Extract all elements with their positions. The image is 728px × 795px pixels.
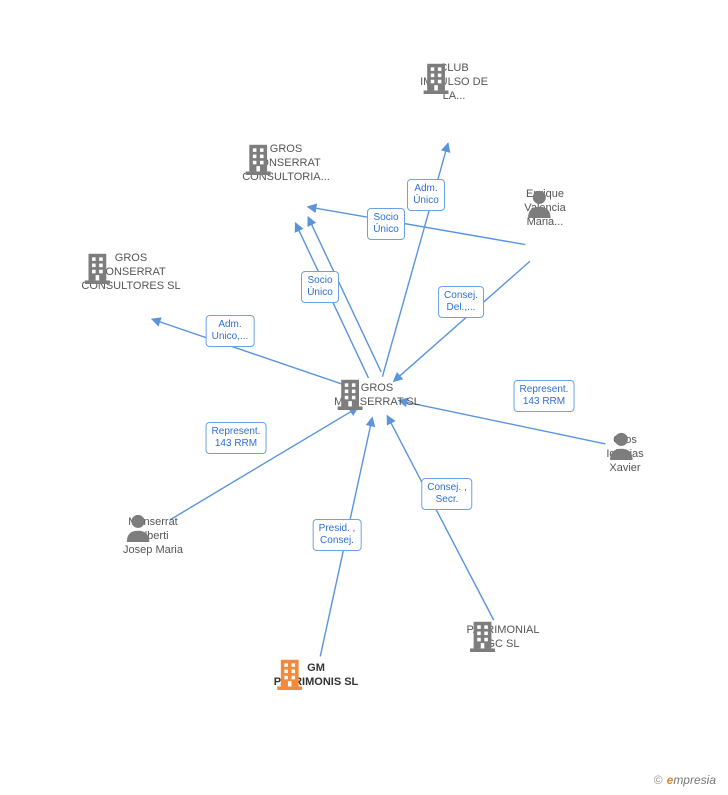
- node-monserrat_alberti[interactable]: Monserrat Alberti Josep Maria: [123, 512, 183, 557]
- edge-label: Represent. 143 RRM: [514, 380, 575, 412]
- edge: [152, 319, 358, 389]
- edge: [387, 416, 494, 621]
- node-gm_patrimonis[interactable]: GM PATRIMONIS SL: [274, 658, 359, 690]
- building-icon: [467, 620, 499, 652]
- copyright-symbol: ©: [654, 773, 663, 787]
- edge-label: Presid. , Consej.: [313, 519, 362, 551]
- node-club[interactable]: CLUB IMPULSO DE LA...: [420, 62, 488, 107]
- edge-label: Consej. Del.,...: [438, 286, 484, 318]
- person-icon: [524, 188, 554, 218]
- building-icon: [274, 658, 306, 690]
- edge-label: Socio Único: [301, 271, 339, 303]
- branding-footer: © empresia: [654, 773, 716, 787]
- building-icon: [242, 143, 274, 175]
- node-consultoria[interactable]: GROS MONSERRAT CONSULTORIA...: [242, 143, 330, 188]
- edge: [394, 261, 530, 381]
- building-icon: [81, 252, 113, 284]
- building-icon: [334, 378, 366, 410]
- node-enrique[interactable]: Enrique Valencia Maria...: [524, 188, 565, 233]
- person-icon: [123, 512, 153, 542]
- node-consultores[interactable]: GROS MONSERRAT CONSULTORES SL: [81, 252, 180, 297]
- edge-label: Consej. , Secr.: [421, 478, 472, 510]
- building-icon: [420, 62, 452, 94]
- node-patrimonial_gc[interactable]: PATRIMONIAL GC SL: [467, 620, 540, 652]
- network-diagram: CLUB IMPULSO DE LA... GROS MONSERRAT CON…: [0, 0, 728, 795]
- edge: [308, 207, 526, 245]
- edge-label: Socio Único: [367, 208, 405, 240]
- edge-label: Adm. Único: [407, 179, 445, 211]
- node-gros_iglesias[interactable]: Gros Iglesias Xavier: [606, 430, 643, 475]
- person-icon: [606, 430, 636, 460]
- node-gros_sl[interactable]: GROS MONSERRAT SL: [334, 378, 420, 410]
- edge-label: Adm. Unico,...: [206, 315, 255, 347]
- branding-name: mpresia: [673, 773, 716, 787]
- edge-label: Represent. 143 RRM: [206, 422, 267, 454]
